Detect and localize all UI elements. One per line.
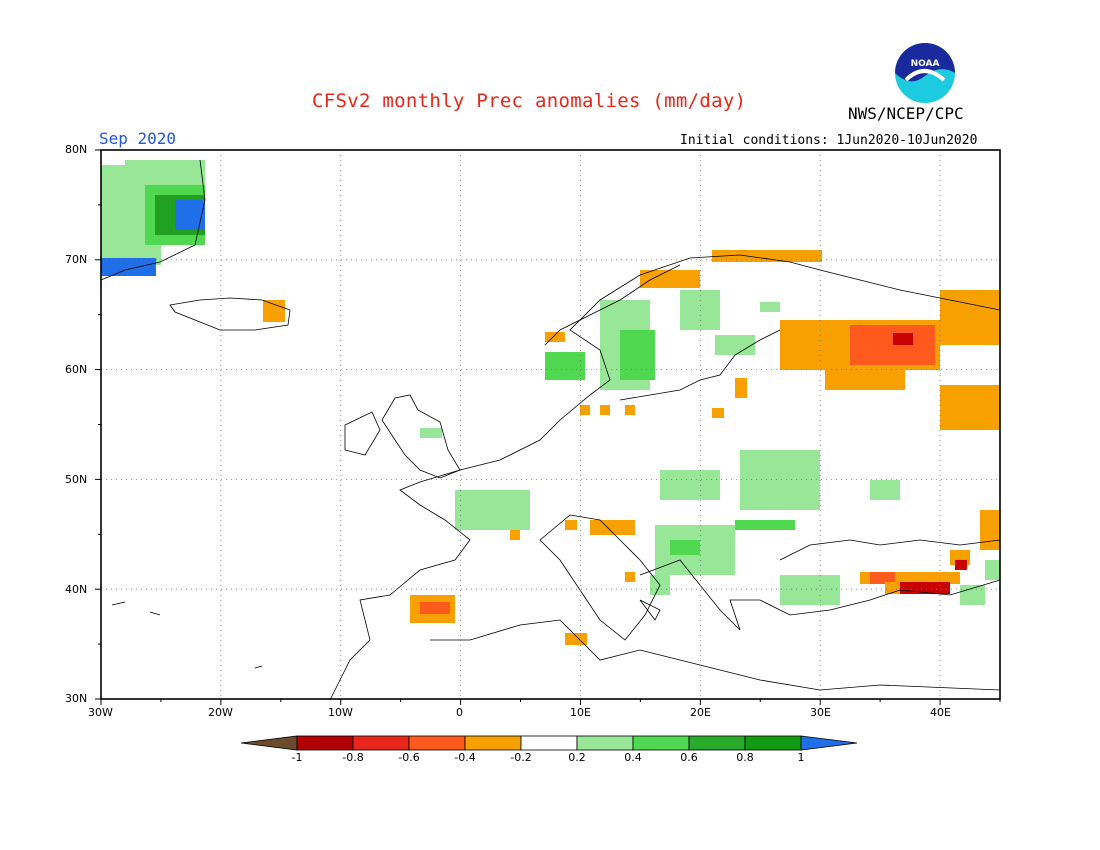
anomaly-cell: [420, 428, 442, 438]
anomaly-cell: [740, 450, 820, 510]
coastline: [544, 264, 681, 346]
colorbar-label: -0.8: [342, 751, 364, 764]
colorbar-segment: [576, 735, 634, 751]
colorbar-segment: [688, 735, 746, 751]
noaa-logo: NOAA: [895, 43, 955, 103]
colorbar-label: -1: [291, 751, 303, 764]
colorbar-label: 0.8: [736, 751, 754, 764]
lat-label-50n: 50N: [65, 473, 88, 486]
anomaly-cell: [620, 330, 655, 380]
colorbar-label: 0.4: [624, 751, 642, 764]
colorbar-segment: [744, 735, 802, 751]
anomaly-cell: [565, 520, 577, 530]
colorbar-segment: [520, 735, 578, 751]
anomaly-cell: [625, 405, 635, 415]
map-title: CFSv2 monthly Prec anomalies (mm/day): [312, 90, 747, 112]
coastline: [100, 159, 206, 281]
anomaly-cell: [780, 575, 840, 605]
anomaly-cell: [263, 300, 285, 322]
anomaly-cell: [893, 333, 913, 345]
anomaly-cell: [455, 490, 530, 530]
colorbar-label: 0.2: [568, 751, 586, 764]
lon-label-30w: 30W: [88, 706, 113, 719]
anomaly-cell: [590, 520, 635, 535]
initial-conditions: Initial conditions: 1Jun2020-10Jun2020: [680, 133, 978, 148]
colorbar-label: -0.4: [454, 751, 476, 764]
lat-label-70n: 70N: [65, 253, 88, 266]
anomaly-cell: [980, 510, 1000, 550]
colorbar-segment: [464, 735, 522, 751]
anomaly-cell: [940, 290, 1000, 345]
colorbar-label: 1: [797, 751, 805, 764]
anomaly-cell: [870, 480, 900, 500]
coastline: [639, 599, 661, 621]
coastline: [539, 514, 661, 641]
anomaly-cell: [985, 560, 1000, 580]
coastline: [169, 297, 291, 331]
anomaly-cell: [890, 582, 950, 594]
colorbar: [240, 735, 858, 751]
anomaly-cell: [580, 405, 590, 415]
lon-label-10e: 10E: [570, 706, 591, 719]
anomaly-cell: [870, 572, 895, 584]
lat-label-30n: 30N: [65, 692, 88, 705]
anomaly-cell: [940, 385, 1000, 430]
coastline: [779, 539, 1001, 561]
coastline: [619, 329, 781, 401]
anomaly-cell: [640, 270, 700, 288]
colorbar-label: -0.6: [398, 751, 420, 764]
anomaly-cell: [420, 602, 450, 614]
anomaly-cell: [712, 408, 724, 418]
anomaly-cell: [715, 335, 755, 355]
coastline: [430, 619, 1001, 691]
anomaly-cells: [101, 160, 1000, 645]
coastline: [344, 411, 381, 456]
lon-label-10w: 10W: [328, 706, 353, 719]
map-gridlines: [101, 150, 1000, 699]
lat-label-60n: 60N: [65, 363, 88, 376]
org-label: NWS/NCEP/CPC: [848, 104, 964, 123]
coastline: [111, 601, 263, 669]
colorbar-min-arrow: [240, 735, 298, 751]
anomaly-cell: [955, 560, 967, 570]
anomaly-cell: [825, 365, 905, 390]
noaa-logo-text: NOAA: [911, 59, 940, 69]
anomaly-cell: [712, 250, 822, 262]
colorbar-segment: [352, 735, 410, 751]
anomaly-cell: [660, 470, 720, 500]
coastlines: [100, 159, 1001, 701]
anomaly-cell: [600, 405, 610, 415]
coastline: [329, 254, 1001, 701]
anomaly-cell: [735, 378, 747, 398]
coastline: [381, 394, 461, 479]
axis-ticks: [95, 149, 1001, 705]
colorbar-label: 0.6: [680, 751, 698, 764]
anomaly-cell: [735, 520, 795, 530]
colorbar-segment: [296, 735, 354, 751]
anomaly-cell: [101, 258, 156, 276]
anomaly-cell: [545, 332, 565, 342]
map-frame: [100, 149, 1001, 700]
lon-label-30e: 30E: [810, 706, 831, 719]
colorbar-segment: [408, 735, 466, 751]
colorbar-max-arrow: [800, 735, 858, 751]
lon-label-20w: 20W: [208, 706, 233, 719]
anomaly-cell: [510, 530, 520, 540]
colorbar-label: -0.2: [510, 751, 532, 764]
lon-label-20e: 20E: [690, 706, 711, 719]
anomaly-cell: [760, 302, 780, 312]
anomaly-cell: [670, 540, 700, 555]
anomaly-cell: [175, 200, 205, 230]
forecast-month: Sep 2020: [99, 129, 177, 148]
lat-label-40n: 40N: [65, 583, 88, 596]
colorbar-segment: [632, 735, 690, 751]
lon-label-0: 0: [456, 706, 463, 719]
lat-label-80n: 80N: [65, 143, 88, 156]
anomaly-cell: [625, 572, 635, 582]
lon-label-40e: 40E: [930, 706, 951, 719]
anomaly-cell: [545, 352, 585, 380]
anomaly-cell: [850, 325, 935, 365]
